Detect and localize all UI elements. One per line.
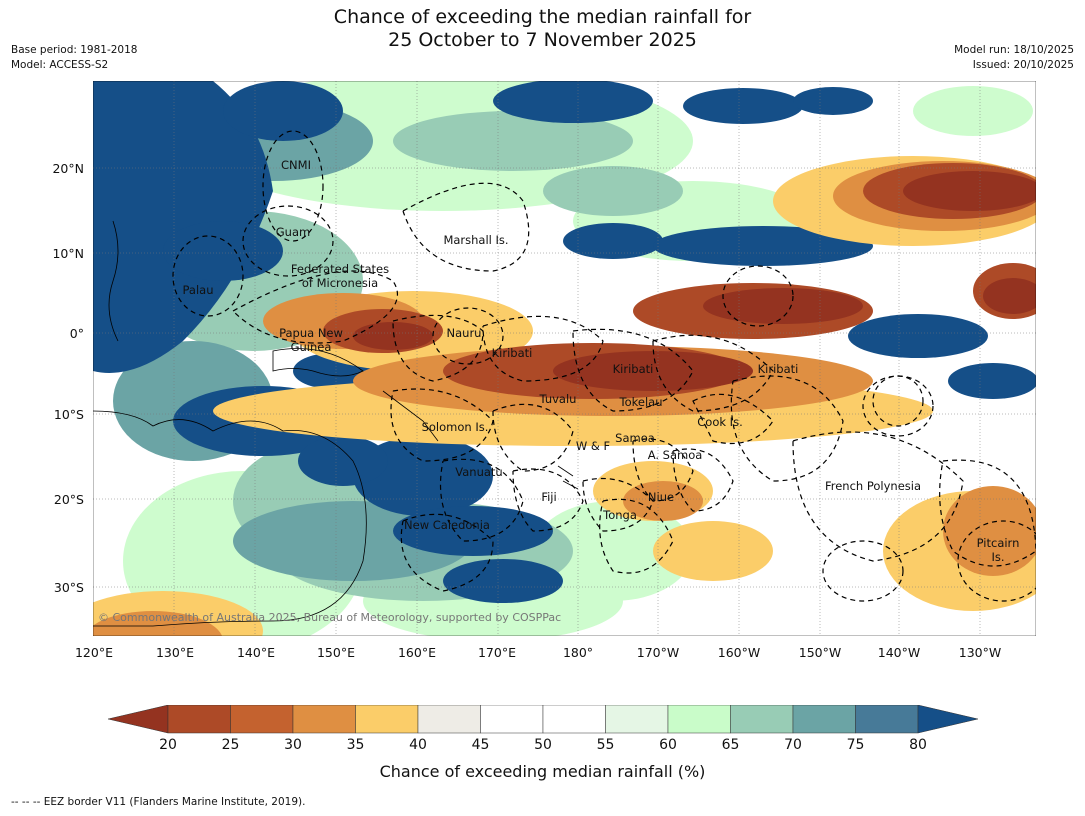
label-nauru: Nauru <box>447 326 482 340</box>
colorbar-tick-label: 50 <box>534 737 552 753</box>
colorbar-label: Chance of exceeding median rainfall (%) <box>379 762 706 781</box>
model-name: Model: ACCESS-S2 <box>11 59 109 71</box>
label-marshall: Marshall Is. <box>443 233 508 247</box>
lat-label-0: 0° <box>69 326 84 341</box>
lon-label-150e: 150°E <box>316 645 355 660</box>
colorbar-segment <box>355 705 419 734</box>
title-line-1: Chance of exceeding the median rainfall … <box>333 6 752 28</box>
colorbar-tick-label: 70 <box>784 737 802 753</box>
label-cook: Cook Is. <box>697 415 742 429</box>
label-tonga: Tonga <box>602 508 637 522</box>
label-niue: Niue <box>648 490 674 504</box>
colorbar-tick-label: 20 <box>159 737 177 753</box>
meta-right: Model run: 18/10/2025 Issued: 20/10/2025 <box>954 43 1074 73</box>
colorbar-segment <box>480 705 544 734</box>
title-line-2: 25 October to 7 November 2025 <box>388 29 697 51</box>
region-labels: CNMI Guam Marshall Is. Federated States … <box>183 158 1020 564</box>
eez-legend: -- -- -- EEZ border V11 (Flanders Marine… <box>11 796 306 808</box>
label-fsm-2: of Micronesia <box>302 276 378 290</box>
lat-label-30s: 30°S <box>53 580 84 595</box>
rainfall-map: CNMI Guam Marshall Is. Federated States … <box>93 81 1036 636</box>
copyright-notice: © Commonwealth of Australia 2025, Bureau… <box>98 611 561 624</box>
lon-label-170w: 170°W <box>636 645 680 660</box>
label-amsamoa: A. Samoa <box>648 448 703 462</box>
label-french-polynesia: French Polynesia <box>825 479 921 493</box>
colorbar-segment <box>605 705 669 734</box>
label-kiribati-east: Kiribati <box>758 362 799 376</box>
probability-dark-brown <box>353 171 1036 391</box>
colorbar-tick-label: 65 <box>721 737 740 753</box>
lon-label-150w: 150°W <box>798 645 842 660</box>
colorbar-tick-label: 60 <box>659 737 677 753</box>
colorbar-arrow-high <box>917 705 978 734</box>
colorbar-tick-label: 25 <box>221 737 240 753</box>
lon-label-180: 180° <box>562 645 594 660</box>
colorbar-segment <box>730 705 794 734</box>
label-fiji: Fiji <box>541 490 556 504</box>
map-title: Chance of exceeding the median rainfall … <box>0 6 1085 52</box>
lat-label-20n: 20°N <box>52 161 84 176</box>
label-vanuatu: Vanuatu <box>455 465 502 479</box>
colorbar-segment <box>855 705 919 734</box>
meta-left: Base period: 1981-2018 Model: ACCESS-S2 <box>11 43 137 73</box>
colorbar-tick-label: 80 <box>909 737 927 753</box>
colorbar-arrow-low <box>108 705 169 734</box>
lon-label-160w: 160°W <box>717 645 761 660</box>
colorbar-tick-label: 55 <box>596 737 615 753</box>
colorbar <box>108 705 978 734</box>
colorbar-segment <box>542 705 606 734</box>
colorbar-segment <box>292 705 356 734</box>
label-palau: Palau <box>183 283 214 297</box>
label-png-1: Papua New <box>279 326 343 340</box>
label-guam: Guam <box>276 225 310 239</box>
colorbar-segment <box>417 705 481 734</box>
label-kiribati-central: Kiribati <box>613 362 654 376</box>
label-solomon: Solomon Is. <box>422 420 489 434</box>
lon-label-120e: 120°E <box>74 645 113 660</box>
colorbar-segment <box>230 705 294 734</box>
coastlines <box>93 220 579 627</box>
colorbar-tick-label: 35 <box>346 737 365 753</box>
model-run: Model run: 18/10/2025 <box>954 44 1074 56</box>
colorbar-segment <box>167 705 231 734</box>
label-pitcairn-1: Pitcairn <box>977 536 1020 550</box>
lon-label-140e: 140°E <box>236 645 275 660</box>
label-pitcairn-2: Is. <box>991 550 1004 564</box>
label-tokelau: Tokelau <box>619 395 663 409</box>
base-period: Base period: 1981-2018 <box>11 44 138 56</box>
lat-label-10s: 10°S <box>53 407 84 422</box>
lat-label-10n: 10°N <box>52 246 84 261</box>
colorbar-segment <box>667 705 731 734</box>
label-kiribati-west: Kiribati <box>492 346 533 360</box>
colorbar-segment <box>792 705 856 734</box>
lat-label-20s: 20°S <box>53 492 84 507</box>
label-png-2: Guinea <box>291 340 332 354</box>
eez-borders <box>172 130 1036 602</box>
colorbar-tick-label: 75 <box>846 737 865 753</box>
colorbar-tick-label: 45 <box>471 737 490 753</box>
label-fsm-1: Federated States <box>291 262 389 276</box>
label-cnmi: CNMI <box>281 158 311 172</box>
lon-label-130e: 130°E <box>155 645 194 660</box>
lon-label-160e: 160°E <box>397 645 436 660</box>
graticule <box>93 81 1036 636</box>
colorbar-tick-label: 30 <box>284 737 302 753</box>
lon-label-170e: 170°E <box>477 645 516 660</box>
label-wf: W & F <box>576 439 610 453</box>
label-tuvalu: Tuvalu <box>539 392 577 406</box>
label-new-caledonia: New Caledonia <box>404 518 490 532</box>
lon-label-130w: 130°W <box>958 645 1002 660</box>
issued-date: Issued: 20/10/2025 <box>972 59 1074 71</box>
lon-label-140w: 140°W <box>877 645 921 660</box>
label-samoa: Samoa <box>615 431 655 445</box>
colorbar-tick-label: 40 <box>409 737 427 753</box>
